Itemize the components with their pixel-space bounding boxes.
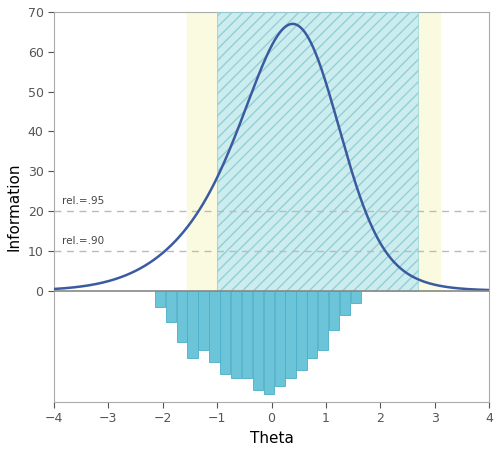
Bar bbox=[231, 291, 241, 378]
Bar bbox=[307, 291, 318, 358]
Y-axis label: Information: Information bbox=[7, 163, 22, 251]
Bar bbox=[155, 291, 165, 307]
Bar bbox=[418, 12, 440, 291]
Bar bbox=[220, 291, 230, 374]
Text: rel.=.90: rel.=.90 bbox=[62, 236, 104, 246]
Bar bbox=[187, 12, 217, 291]
Bar bbox=[242, 291, 252, 378]
Bar bbox=[296, 291, 306, 370]
Bar bbox=[274, 291, 285, 386]
Text: rel.=.95: rel.=.95 bbox=[62, 196, 104, 206]
Bar bbox=[217, 12, 418, 291]
Bar bbox=[264, 291, 274, 394]
Bar bbox=[188, 291, 198, 358]
Bar bbox=[209, 291, 220, 362]
Bar bbox=[318, 291, 328, 350]
Bar bbox=[166, 291, 176, 323]
Bar bbox=[217, 12, 418, 291]
Bar bbox=[286, 291, 296, 378]
Bar bbox=[329, 291, 339, 330]
Bar bbox=[252, 291, 263, 390]
Bar bbox=[350, 291, 361, 303]
Bar bbox=[198, 291, 208, 350]
Bar bbox=[176, 291, 187, 342]
Bar bbox=[340, 291, 350, 314]
X-axis label: Theta: Theta bbox=[250, 431, 294, 446]
